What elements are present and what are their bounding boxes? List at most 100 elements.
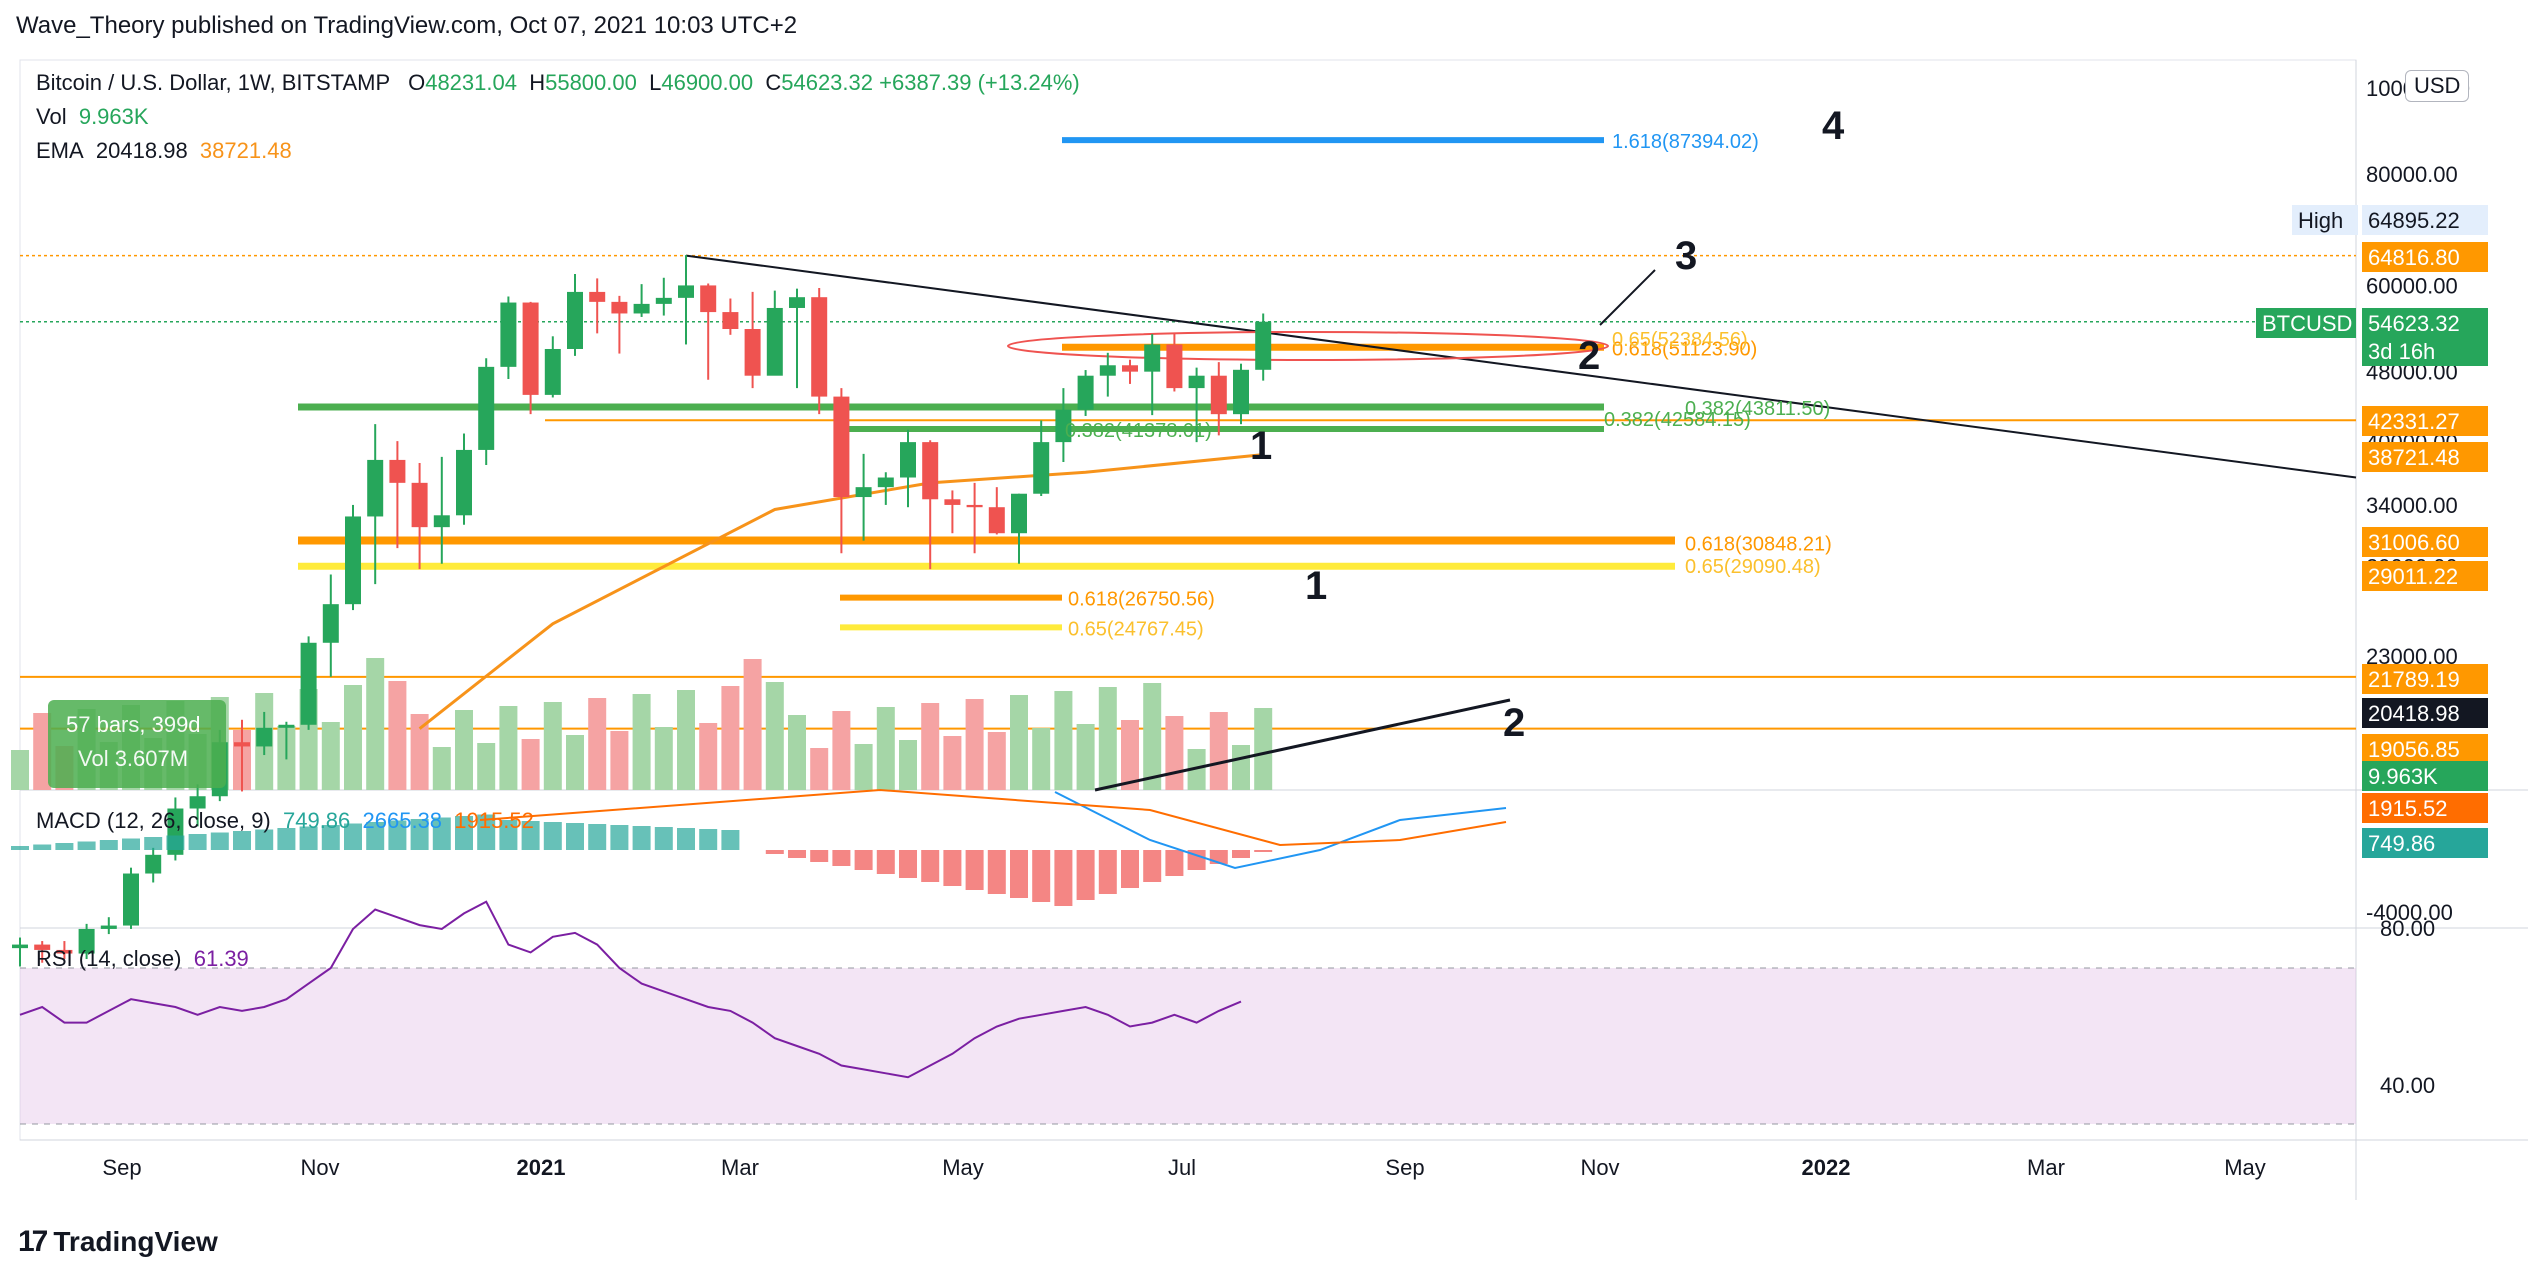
candle-body (833, 396, 850, 498)
price-label (2362, 761, 2488, 791)
price-label-text: 42331.27 (2368, 409, 2460, 434)
legend-open-label: O (408, 70, 426, 95)
legend-open: 48231.04 (425, 70, 517, 95)
macd-bar (388, 820, 407, 850)
time-tick-label: Mar (2027, 1155, 2065, 1180)
macd-bar (410, 819, 429, 850)
legend-change: +6387.39 (+13.24%) (879, 70, 1080, 95)
macd-bar (144, 837, 163, 850)
tradingview-brand: TradingView (53, 1226, 218, 1257)
macd-bar (1032, 850, 1051, 902)
price-label (2362, 793, 2488, 823)
price-label-text: 64895.22 (2368, 208, 2460, 233)
fib-label: 0.65(24767.45) (1068, 618, 1204, 640)
legend-high-label: H (529, 70, 546, 95)
macd-bar (277, 828, 296, 850)
wave-label: 3 (1675, 234, 1697, 278)
legend-macd1: 749.86 (282, 808, 351, 833)
fib-label: 0.618(26750.56) (1068, 589, 1215, 611)
volume-bar (610, 731, 629, 790)
volume-bar (965, 699, 984, 790)
macd-bar (677, 828, 695, 850)
volume-bar (677, 690, 695, 790)
macd-bar (255, 829, 274, 850)
volume-bar (1076, 724, 1095, 790)
volume-bar (477, 743, 496, 790)
legend-macd-line: MACD (12, 26, close, 9) 749.86 2665.38 1… (36, 808, 534, 834)
macd-bar (166, 835, 185, 850)
wave-label: 2 (1578, 334, 1600, 378)
macd-bar (55, 843, 74, 850)
wave-arrow (1599, 269, 1656, 326)
candle-body (1055, 409, 1072, 443)
legend-low: 46900.00 (661, 70, 754, 95)
macd-bar (987, 850, 1006, 894)
macd-line (1054, 791, 1507, 870)
candle-body (1210, 375, 1227, 415)
candle-body (1122, 365, 1138, 372)
volume-bar (743, 659, 762, 790)
volume-bar (432, 747, 451, 790)
volume-bar (699, 723, 718, 790)
legend-rsi-label: RSI (14, close) (36, 946, 182, 971)
candle-body (1233, 369, 1249, 415)
candle-body (678, 285, 694, 298)
macd-bar (321, 825, 340, 850)
volume-bar (1143, 683, 1162, 790)
macd-bar (721, 830, 740, 850)
candle-body (123, 873, 139, 926)
candle-body (766, 307, 783, 376)
macd-bar (1121, 850, 1139, 888)
candle-body (922, 442, 939, 500)
candle-body (1077, 375, 1094, 410)
measure-bars: 57 bars, 399d (66, 712, 201, 737)
macd-bar (899, 850, 917, 878)
volume-bar (521, 739, 540, 790)
legend-vol-label: Vol (36, 104, 67, 129)
macd-bar (299, 826, 318, 850)
candle-body (522, 302, 539, 395)
fib-label: 1.618(87394.02) (1612, 131, 1759, 153)
wave-label: 1 (1305, 564, 1327, 608)
price-label (2362, 242, 2488, 272)
candle-body (1011, 493, 1027, 534)
currency-button[interactable]: USD (2405, 70, 2470, 102)
tradingview-logo[interactable]: 17 TradingView (18, 1225, 218, 1259)
legend-vol: 9.963K (78, 104, 149, 129)
volume-bar (921, 703, 940, 790)
time-tick-label: Sep (1385, 1155, 1424, 1180)
volume-bar (566, 735, 584, 790)
time-tick-label: Nov (1580, 1155, 1619, 1180)
volume-bar (632, 694, 651, 790)
candle-body (589, 291, 606, 302)
candle-body (411, 482, 428, 528)
measure-vol: Vol 3.607M (78, 746, 189, 771)
trendline (685, 254, 2357, 479)
macd-bar (477, 814, 496, 850)
candle-body (988, 507, 1005, 534)
candle-body (633, 303, 650, 314)
candle-body (811, 297, 828, 397)
macd-bar (1076, 850, 1095, 900)
macd-bar (188, 834, 207, 850)
price-label-tag (2256, 308, 2356, 338)
volume-trendline (1094, 698, 1511, 792)
price-label (2362, 308, 2488, 366)
fib-label: 0.382(41378.01) (1065, 420, 1212, 442)
fib-label: 0.65(52384.56) (1612, 329, 1748, 351)
volume-bar (876, 707, 895, 790)
candle-body (1033, 442, 1050, 494)
price-label (2362, 406, 2488, 436)
macd-bar (432, 817, 451, 850)
volume-bar (854, 744, 873, 790)
macd-bar (632, 826, 651, 850)
volume-bar (588, 698, 607, 790)
volume-bar (1121, 720, 1139, 790)
macd-bar (210, 832, 229, 850)
macd-signal-line (479, 788, 1507, 847)
published-header: Wave_Theory published on TradingView.com… (16, 12, 797, 40)
volume-bar (1165, 716, 1184, 790)
price-label-tag (2292, 205, 2358, 235)
candle-body (500, 302, 517, 367)
